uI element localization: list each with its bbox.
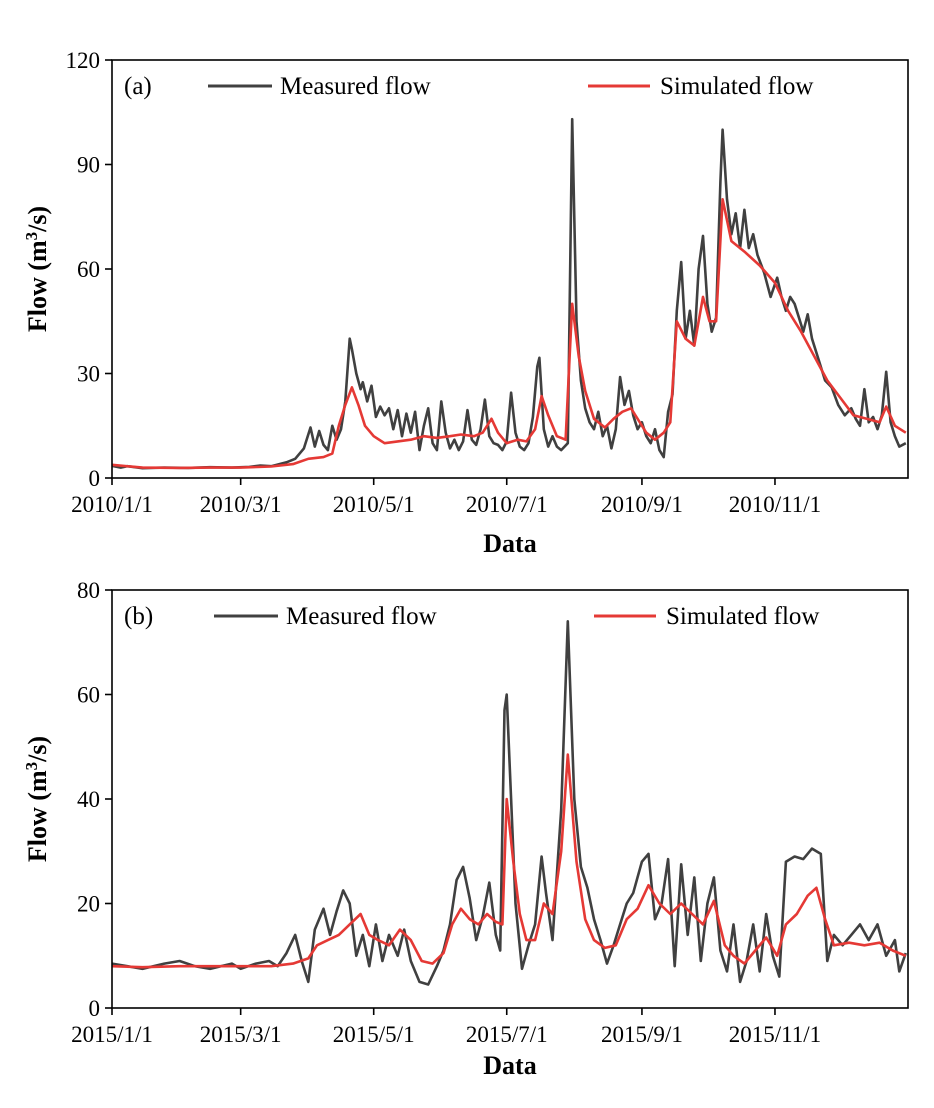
y-tick-label: 0 (89, 466, 101, 491)
y-axis-label: Flow (m3/s) (22, 206, 52, 332)
y-tick-label: 20 (77, 892, 100, 917)
chart-panel-2: 0 20 40 60 80 2015/1/1 2015/3/1 2015/5/1 2015/7/… (22, 578, 909, 1080)
y-tick-label: 0 (89, 996, 101, 1021)
x-tick-label: 2015/1/1 (71, 1022, 153, 1047)
legend-label-simulated: Simulated flow (660, 73, 813, 100)
simulated-flow-line (111, 753, 907, 969)
y-axis-label-main: Flow (m (23, 240, 52, 332)
legend-label-measured: Measured flow (280, 73, 431, 100)
y-axis-label: Flow (m3/s) (22, 736, 52, 862)
legend-label-measured: Measured flow (286, 603, 437, 630)
y-axis-label-superscript: 3 (22, 762, 41, 771)
chart-panel-1: 0 30 60 90 120 2010/1/1 2010/3/1 2010/5/1 2010/7… (22, 48, 909, 558)
x-axis-label: Data (483, 1051, 536, 1080)
legend-label-simulated: Simulated flow (666, 603, 819, 630)
y-tick-label: 60 (77, 257, 100, 282)
x-tick-label: 2010/9/1 (601, 492, 683, 517)
panel-label: (a) (124, 73, 152, 100)
y-axis-label-tail: /s) (23, 736, 52, 763)
y-tick-label: 60 (77, 683, 100, 708)
y-tick-label: 120 (66, 48, 101, 73)
x-tick-label: 2015/9/1 (601, 1022, 683, 1047)
x-tick-label: 2010/1/1 (71, 492, 153, 517)
x-tick-label: 2010/3/1 (200, 492, 282, 517)
x-tick-label: 2015/3/1 (200, 1022, 282, 1047)
x-tick-label: 2015/11/1 (729, 1022, 821, 1047)
y-axis-label-main: Flow (m (23, 770, 52, 862)
x-tick-label: 2010/5/1 (333, 492, 415, 517)
y-axis-label-superscript: 3 (22, 232, 41, 241)
y-tick-label: 40 (77, 787, 100, 812)
y-axis-label-tail: /s) (23, 206, 52, 233)
measured-flow-line (111, 620, 908, 986)
x-axis-label: Data (483, 529, 536, 558)
y-tick-label: 90 (77, 153, 100, 178)
x-tick-label: 2010/7/1 (466, 492, 548, 517)
y-tick-label: 80 (77, 578, 100, 603)
simulated-flow-line (111, 198, 907, 470)
y-tick-label: 30 (77, 362, 100, 387)
panel-label: (b) (124, 603, 153, 630)
x-tick-label: 2015/5/1 (333, 1022, 415, 1047)
x-tick-label: 2015/7/1 (466, 1022, 548, 1047)
measured-flow-line (111, 117, 907, 470)
x-tick-label: 2010/11/1 (729, 492, 821, 517)
